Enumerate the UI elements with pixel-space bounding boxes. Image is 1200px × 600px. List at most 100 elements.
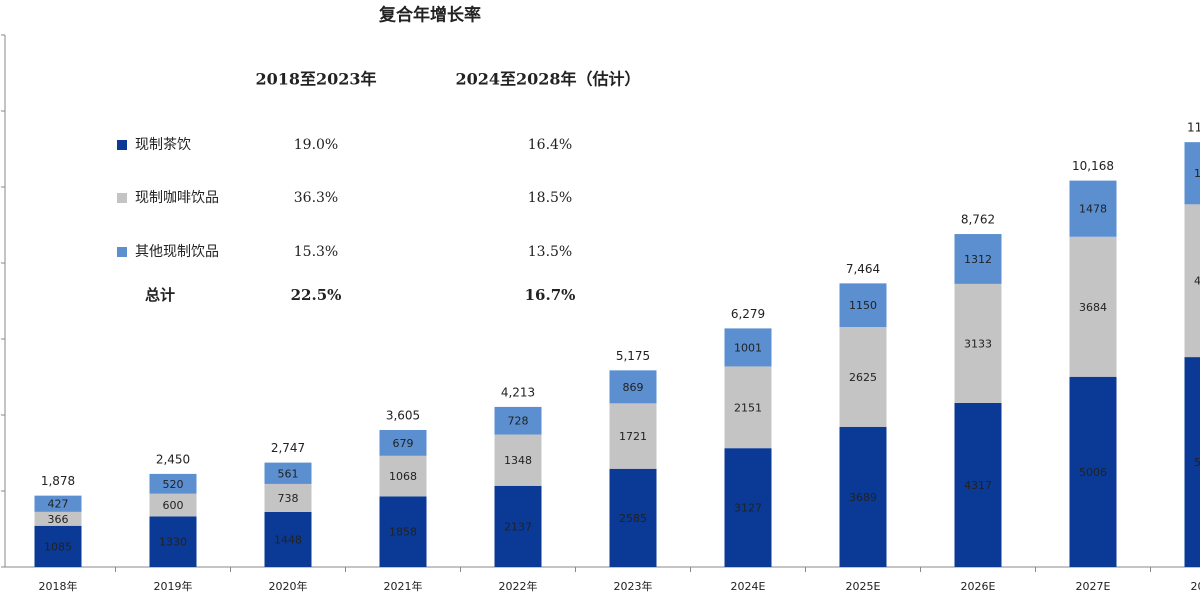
total-label: 11,180 bbox=[1187, 121, 1200, 135]
bar-segment bbox=[494, 406, 542, 435]
segment-label: 869 bbox=[623, 381, 644, 394]
x-tick-label: 2028E bbox=[1191, 580, 1200, 593]
segment-label: 3133 bbox=[964, 337, 992, 350]
segment-label: 4020 bbox=[1194, 275, 1200, 288]
table-value: 18.5% bbox=[528, 190, 572, 206]
bar-segment bbox=[839, 283, 887, 328]
bar-segment bbox=[1184, 357, 1200, 567]
legend-swatch bbox=[117, 193, 127, 203]
table-title: 复合年增长率 bbox=[378, 5, 481, 26]
segment-label: 5006 bbox=[1079, 466, 1107, 479]
bar-segment bbox=[954, 283, 1002, 403]
segment-label: 1068 bbox=[389, 470, 417, 483]
bar-segment bbox=[1184, 204, 1200, 358]
bar-segment bbox=[264, 483, 312, 512]
segment-label: 1001 bbox=[734, 341, 762, 354]
table-header: 2024至2028年（估计） bbox=[455, 70, 640, 89]
x-tick-label: 2020年 bbox=[269, 579, 308, 593]
legend-swatch bbox=[117, 140, 127, 150]
segment-label: 728 bbox=[508, 415, 529, 428]
table-value: 19.0% bbox=[294, 137, 338, 153]
bar-segment bbox=[724, 366, 772, 449]
bar-segment bbox=[494, 434, 542, 486]
bar-segment bbox=[1069, 376, 1117, 567]
bar-segment bbox=[149, 473, 197, 494]
total-label: 2,450 bbox=[156, 452, 190, 466]
bar-segment bbox=[839, 327, 887, 427]
total-label: 7,464 bbox=[846, 262, 880, 276]
segment-label: 1330 bbox=[159, 536, 187, 549]
segment-label: 427 bbox=[48, 498, 69, 511]
segment-label: 1478 bbox=[1079, 203, 1107, 216]
segment-label: 1150 bbox=[849, 299, 877, 312]
x-tick-label: 2019年 bbox=[154, 579, 193, 593]
segment-label: 520 bbox=[163, 478, 184, 491]
bar-segment bbox=[34, 495, 82, 512]
table-header: 2018至2023年 bbox=[255, 70, 376, 89]
bar-segment bbox=[379, 496, 427, 567]
bar-segment bbox=[264, 462, 312, 484]
bar-segment bbox=[379, 430, 427, 456]
table-value: 16.4% bbox=[528, 137, 572, 153]
table-total-value: 16.7% bbox=[525, 286, 576, 304]
segment-label: 4317 bbox=[964, 479, 992, 492]
legend-swatch bbox=[117, 247, 127, 257]
bar-segment bbox=[34, 511, 82, 526]
x-tick-label: 2021年 bbox=[384, 579, 423, 593]
total-label: 2,747 bbox=[271, 441, 305, 455]
table-value: 15.3% bbox=[294, 244, 338, 260]
bar-segment bbox=[954, 234, 1002, 284]
total-label: 10,168 bbox=[1072, 159, 1114, 173]
segment-label: 366 bbox=[48, 513, 69, 526]
bar-segment bbox=[149, 516, 197, 567]
bar-segment bbox=[379, 455, 427, 497]
total-label: 4,213 bbox=[501, 385, 535, 399]
total-label: 5,175 bbox=[616, 349, 650, 363]
bar-segment bbox=[34, 525, 82, 567]
bar-segment bbox=[1069, 180, 1117, 237]
segment-label: 1858 bbox=[389, 526, 417, 539]
segment-label: 1721 bbox=[619, 430, 647, 443]
total-label: 6,279 bbox=[731, 307, 765, 321]
x-tick-label: 2023年 bbox=[614, 579, 653, 593]
x-tick-label: 2018年 bbox=[39, 579, 78, 593]
segment-label: 561 bbox=[278, 467, 299, 480]
bar-segment bbox=[609, 370, 657, 404]
bar-segment bbox=[149, 493, 197, 517]
x-tick-label: 2022年 bbox=[499, 579, 538, 593]
segment-label: 1636 bbox=[1194, 167, 1200, 180]
table-value: 36.3% bbox=[294, 190, 338, 206]
bar-segment bbox=[264, 511, 312, 567]
table-total-value: 22.5% bbox=[291, 286, 342, 304]
bar-segment bbox=[724, 448, 772, 567]
bar-segment bbox=[609, 403, 657, 469]
segment-label: 600 bbox=[163, 499, 184, 512]
bar-segment bbox=[609, 468, 657, 567]
segment-label: 1448 bbox=[274, 533, 302, 546]
bar-segment bbox=[724, 328, 772, 367]
segment-label: 3684 bbox=[1079, 301, 1107, 314]
legend-label: 现制茶饮 bbox=[135, 137, 191, 153]
bar-segment bbox=[1069, 236, 1117, 377]
segment-label: 738 bbox=[278, 492, 299, 505]
total-label: 3,605 bbox=[386, 409, 420, 423]
x-tick-label: 2025E bbox=[846, 580, 881, 593]
x-tick-label: 2026E bbox=[961, 580, 996, 593]
bar-segment bbox=[1184, 142, 1200, 205]
segment-label: 679 bbox=[393, 437, 414, 450]
segment-label: 2585 bbox=[619, 512, 647, 525]
segment-label: 5524 bbox=[1194, 456, 1200, 469]
total-label: 1,878 bbox=[41, 474, 75, 488]
bar-segment bbox=[494, 485, 542, 567]
segment-label: 1348 bbox=[504, 454, 532, 467]
segment-label: 3127 bbox=[734, 502, 762, 515]
segment-label: 3689 bbox=[849, 491, 877, 504]
bar-segment bbox=[954, 402, 1002, 567]
bar-segment bbox=[839, 426, 887, 567]
legend-label: 现制咖啡饮品 bbox=[135, 190, 219, 206]
x-tick-label: 2024E bbox=[731, 580, 766, 593]
table-value: 13.5% bbox=[528, 244, 572, 260]
segment-label: 2137 bbox=[504, 520, 532, 533]
